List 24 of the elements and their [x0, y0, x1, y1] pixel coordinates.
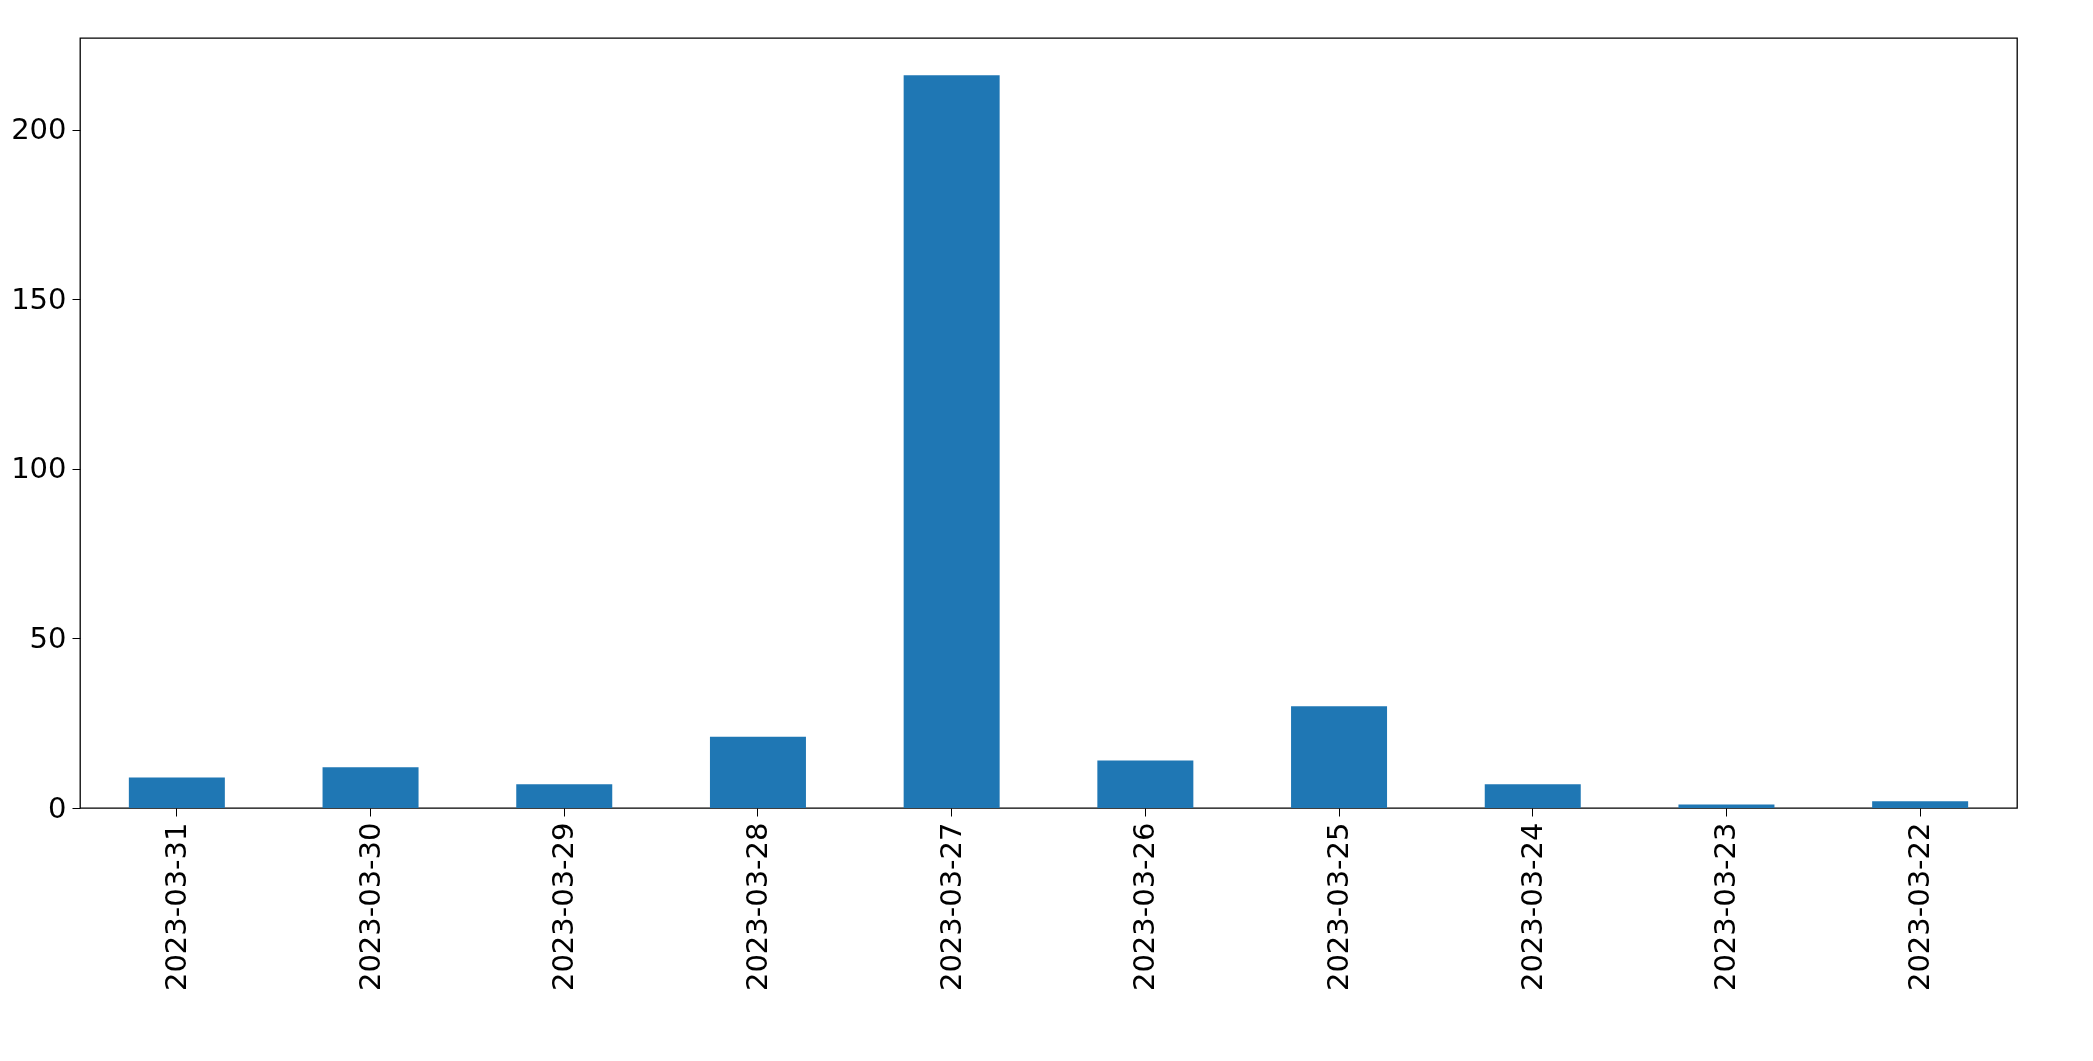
x-tick-label: 2023-03-29	[546, 822, 581, 992]
x-tick-label: 2023-03-24	[1514, 822, 1549, 992]
bar	[1097, 760, 1194, 808]
y-tick-label: 100	[11, 451, 67, 486]
y-tick-label: 0	[48, 790, 67, 825]
y-tick-label: 150	[11, 281, 67, 316]
bar	[1872, 801, 1969, 808]
y-tick-label: 50	[29, 620, 67, 655]
bar	[1291, 706, 1388, 808]
bar	[1484, 784, 1581, 808]
bar	[128, 777, 225, 808]
bar	[709, 736, 806, 808]
x-tick-label: 2023-03-31	[158, 822, 193, 992]
x-tick-label: 2023-03-30	[352, 822, 387, 992]
x-tick-label: 2023-03-22	[1902, 822, 1937, 992]
y-tick-label: 200	[11, 112, 67, 147]
x-tick-label: 2023-03-28	[739, 822, 774, 992]
x-tick-label: 2023-03-26	[1127, 822, 1162, 992]
bar	[903, 75, 1000, 808]
x-tick-label: 2023-03-23	[1708, 822, 1743, 992]
bar	[322, 767, 419, 808]
x-tick-label: 2023-03-25	[1321, 822, 1356, 992]
x-tick-label: 2023-03-27	[933, 822, 968, 992]
bar	[516, 784, 613, 808]
